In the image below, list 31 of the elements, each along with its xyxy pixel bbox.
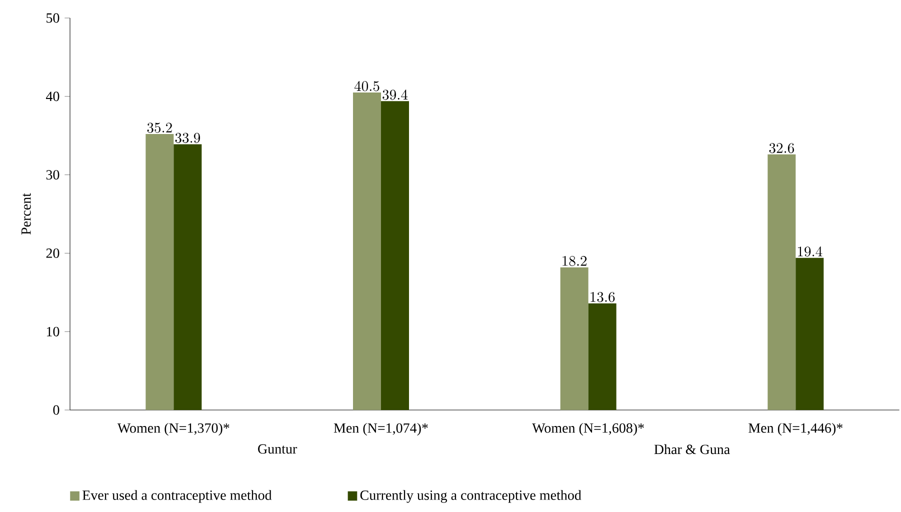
data-label: 18.2	[562, 256, 587, 266]
text: Dhar & Guna	[654, 444, 730, 454]
y-tick-label: 20	[46, 248, 60, 258]
y-tick-label: 30	[46, 170, 60, 180]
text: Guntur	[258, 444, 298, 454]
y-tick-label: 0	[53, 405, 60, 415]
data-label: 19.4	[798, 246, 822, 257]
y-tick-label: 50	[46, 13, 60, 23]
y-axis-title: Percent	[22, 193, 31, 235]
bar	[560, 267, 588, 410]
data-label: 39.4	[382, 90, 408, 100]
data-label: 35.2	[147, 122, 172, 133]
bar	[174, 144, 202, 410]
bar	[588, 303, 616, 410]
bar	[768, 154, 796, 410]
y-tick-label: 10	[46, 326, 60, 336]
x-tick-label: Men (N=1,446)*	[748, 422, 842, 436]
data-label: 13.6	[590, 292, 615, 302]
bar	[381, 101, 409, 410]
bar	[796, 258, 824, 410]
data-label: 32.6	[769, 143, 794, 154]
data-label: 33.9	[175, 132, 200, 143]
legend-label: Currently using a contraceptive method	[360, 490, 582, 503]
x-tick-label: Men (N=1,074)*	[334, 422, 428, 436]
data-label: 40.5	[354, 80, 380, 92]
x-tick-label: Women (N=1,608)*	[532, 422, 644, 436]
x-tick-label: Women (N=1,370)*	[117, 422, 230, 436]
legend-label: Ever used a contraceptive method	[82, 490, 272, 503]
y-tick-label: 40	[46, 92, 60, 102]
bar	[146, 134, 174, 410]
bar	[353, 92, 381, 410]
